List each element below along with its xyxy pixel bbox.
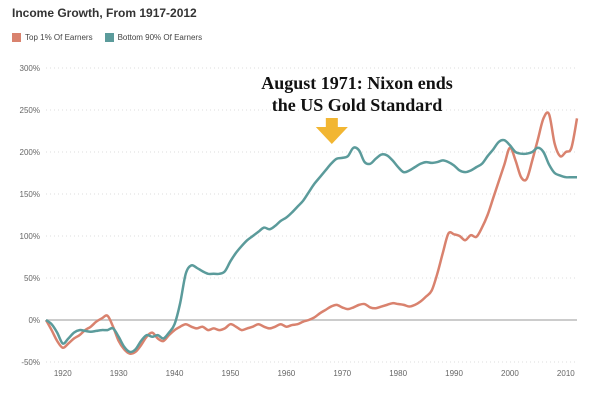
x-tick-label: 2000	[501, 369, 519, 378]
y-tick-label: 50%	[24, 274, 40, 283]
x-tick-label: 1990	[445, 369, 463, 378]
legend-swatch-top-1	[12, 33, 21, 42]
series-line-bottom-90	[45, 138, 577, 354]
x-tick-label: 1940	[166, 369, 184, 378]
legend-item-bottom-90[interactable]: Bottom 90% Of Earners	[104, 33, 203, 42]
x-tick-label: 1970	[333, 369, 351, 378]
series-line-top-1	[44, 111, 579, 355]
x-tick-label: 2010	[557, 369, 575, 378]
x-tick-label: 1920	[54, 369, 72, 378]
legend: Top 1% Of Earners Bottom 90% Of Earners	[12, 33, 214, 42]
chart-title: Income Growth, From 1917-2012	[12, 6, 197, 20]
y-tick-label: -50%	[21, 358, 40, 367]
y-tick-label: 150%	[20, 190, 40, 199]
y-tick-label: 200%	[20, 148, 40, 157]
legend-label-bottom-90: Bottom 90% Of Earners	[117, 33, 203, 42]
x-tick-label: 1980	[389, 369, 407, 378]
y-tick-label: 0%	[28, 316, 40, 325]
annotation-line-1: August 1971: Nixon ends	[261, 73, 453, 93]
y-tick-label: 100%	[20, 232, 40, 241]
y-tick-label: 250%	[20, 106, 40, 115]
y-axis-ticks: -50% 0% 50% 100% 150% 200% 250% 300%	[20, 64, 40, 367]
x-tick-label: 1960	[277, 369, 295, 378]
annotation-arrow-icon	[315, 118, 348, 144]
legend-item-top-1[interactable]: Top 1% Of Earners	[12, 33, 93, 42]
x-tick-label: 1950	[222, 369, 240, 378]
x-axis-ticks: 1920 1930 1940 1950 1960 1970 1980 1990 2000 2010	[54, 369, 575, 378]
y-tick-label: 300%	[20, 64, 40, 73]
legend-label-top-1: Top 1% Of Earners	[25, 33, 93, 42]
series-lines	[44, 111, 579, 355]
annotation-line-2: the US Gold Standard	[272, 95, 443, 115]
x-tick-label: 1930	[110, 369, 128, 378]
legend-swatch-bottom-90	[104, 33, 114, 42]
